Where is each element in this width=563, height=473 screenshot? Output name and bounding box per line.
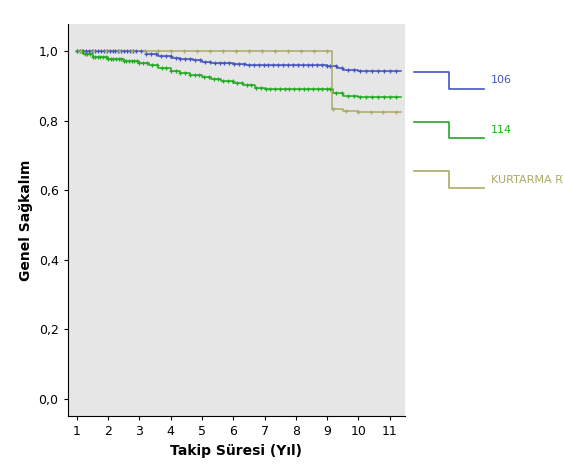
X-axis label: Takip Süresi (Yıl): Takip Süresi (Yıl) [171, 444, 302, 458]
Text: KURTARMA RT: KURTARMA RT [491, 175, 563, 185]
Text: 114: 114 [491, 125, 512, 135]
Text: 106: 106 [491, 75, 512, 86]
Y-axis label: Genel Sağkalım: Genel Sağkalım [19, 159, 33, 280]
